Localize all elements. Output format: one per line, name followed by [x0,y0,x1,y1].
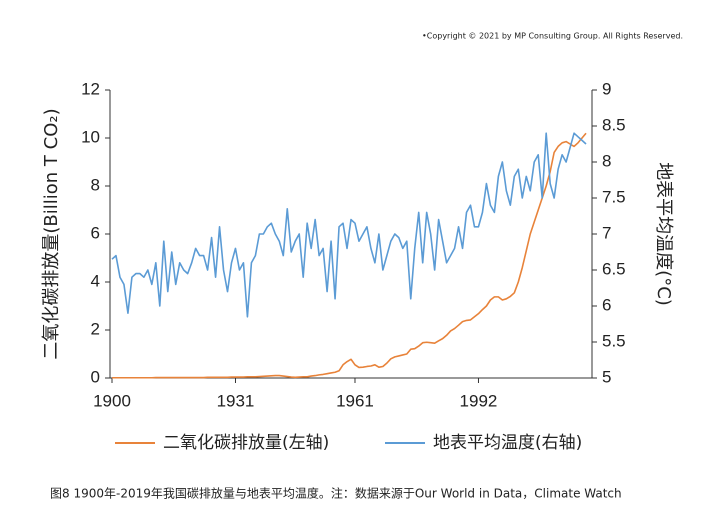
y2-tick-label: 6.5 [602,259,626,278]
legend-label: 地表平均温度(右轴) [433,433,582,453]
y2-axis-label: 地表平均温度(°C) [653,162,674,306]
series-line [112,132,587,379]
y2-tick-label: 8 [602,151,611,170]
y-tick-label: 8 [91,175,100,194]
y2-tick-label: 7 [602,223,611,242]
y2-tick-label: 8.5 [602,115,626,134]
copyright: •Copyright © 2021 by MP Consulting Group… [422,32,683,41]
legend-label: 二氧化碳排放量(左轴) [163,433,329,453]
x-tick-label: 1931 [217,391,255,410]
x-tick-label: 1900 [93,391,131,410]
y-tick-label: 0 [91,367,100,386]
y2-tick-label: 7.5 [602,187,626,206]
y-tick-label: 10 [81,127,100,146]
y-axis-label: 二氧化碳排放量(Billion T CO₂) [41,108,62,359]
y2-tick-label: 9 [602,79,611,98]
y-tick-label: 2 [91,319,100,338]
y-tick-label: 6 [91,223,100,242]
y2-tick-label: 6 [602,295,611,314]
x-tick-label: 1992 [460,391,498,410]
y-tick-label: 4 [91,271,100,290]
caption: 图8 1900年-2019年我国碳排放量与地表平均温度。注：数据来源于Our W… [50,486,622,501]
x-tick-label: 1961 [336,391,374,410]
series-line [111,132,587,318]
y2-tick-label: 5 [602,367,611,386]
y2-tick-label: 5.5 [602,331,626,350]
y-tick-label: 12 [81,79,100,98]
